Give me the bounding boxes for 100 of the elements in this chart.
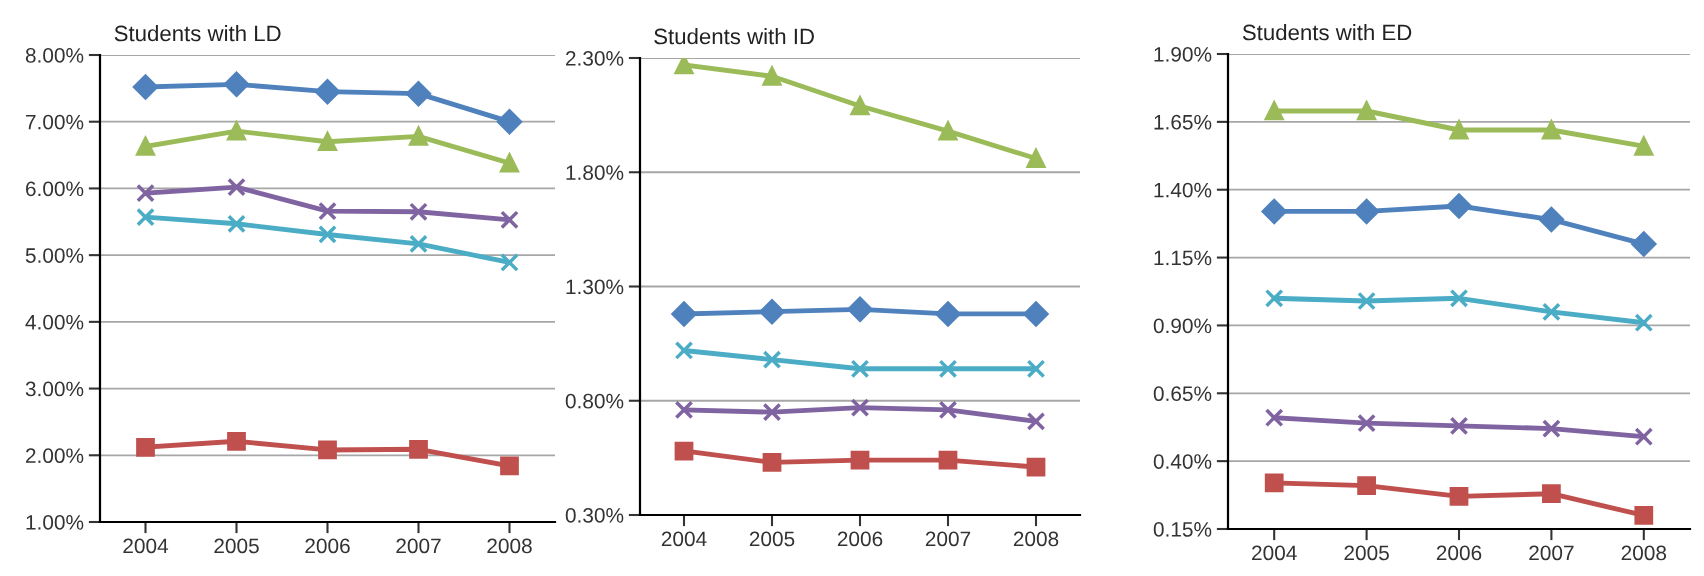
point (1026, 149, 1046, 168)
point (762, 402, 782, 422)
point (674, 441, 694, 461)
point (227, 431, 246, 451)
point (1449, 487, 1469, 506)
y-tick-label: 1.30% (566, 279, 624, 295)
y-tick-label: 1.00% (26, 515, 84, 530)
point (1542, 302, 1561, 322)
point (1026, 457, 1046, 477)
point (1449, 416, 1469, 436)
point (1542, 419, 1561, 438)
point (847, 296, 873, 322)
point (1264, 473, 1284, 493)
y-tick-label: 1.65% (1154, 114, 1212, 130)
point (938, 400, 958, 420)
point (318, 225, 337, 244)
point (409, 127, 428, 146)
y-tick-label: 3.00% (25, 381, 84, 397)
point (1634, 136, 1654, 156)
y-tick-label: 2.30% (566, 51, 624, 66)
point (674, 341, 694, 360)
point (223, 71, 250, 97)
point (499, 151, 520, 173)
x-tick-label: 2005 (749, 531, 795, 547)
y-tick-label: 4.00% (25, 314, 84, 330)
point (496, 109, 523, 135)
y-tick-label: 1.80% (566, 165, 624, 180)
point (500, 456, 519, 476)
point (671, 301, 697, 327)
x-tick-label: 2008 (1621, 545, 1667, 561)
y-tick-label: 8.00% (25, 48, 84, 63)
point (1023, 301, 1049, 327)
point (409, 202, 428, 222)
point (500, 253, 519, 272)
point (318, 132, 337, 152)
point (850, 359, 870, 379)
point (318, 440, 337, 460)
point (849, 94, 871, 116)
point (674, 58, 694, 75)
point (1354, 198, 1380, 224)
point (1634, 427, 1654, 447)
point (762, 66, 782, 86)
point (1446, 193, 1472, 219)
x-tick-label: 2004 (661, 531, 707, 547)
y-tick-label: 1.40% (1154, 182, 1212, 198)
point (1357, 413, 1376, 433)
x-tick-label: 2005 (214, 538, 259, 554)
x-tick-label: 2007 (1529, 545, 1574, 561)
point (1541, 118, 1562, 140)
point (1542, 484, 1561, 504)
x-tick-label: 2007 (396, 538, 441, 554)
point (937, 119, 959, 141)
x-tick-label: 2004 (1252, 545, 1297, 561)
point (405, 81, 432, 107)
x-tick-label: 2006 (1436, 545, 1482, 561)
point (314, 79, 341, 105)
point (935, 301, 961, 327)
y-tick-label: 0.65% (1153, 386, 1212, 402)
x-tick-label: 2008 (487, 538, 532, 554)
point (938, 359, 958, 379)
point (136, 437, 155, 457)
point (674, 400, 694, 420)
point (1634, 506, 1654, 525)
chart-title: Students with ED (1242, 24, 1412, 41)
point (1357, 291, 1376, 311)
chart-title: Students with ID (654, 28, 814, 45)
point (762, 350, 782, 369)
y-tick-label: 1.90% (1154, 47, 1212, 62)
point (1026, 411, 1046, 431)
point (136, 137, 155, 156)
x-tick-label: 2007 (925, 531, 971, 547)
x-tick-label: 2006 (305, 538, 350, 554)
point (1263, 99, 1285, 121)
y-tick-label: 1.15% (1154, 250, 1212, 266)
x-tick-label: 2008 (1013, 531, 1059, 547)
point (136, 207, 155, 227)
point (409, 439, 428, 459)
y-tick-label: 6.00% (26, 181, 84, 197)
point (759, 299, 785, 325)
point (1538, 207, 1564, 233)
point (226, 119, 247, 141)
point (938, 450, 958, 470)
point (318, 201, 337, 221)
y-tick-label: 5.00% (25, 248, 84, 263)
point (1356, 99, 1377, 121)
point (1264, 288, 1284, 308)
point (1261, 198, 1287, 224)
y-tick-label: 0.15% (1153, 522, 1212, 537)
point (1449, 288, 1469, 308)
point (227, 214, 246, 234)
point (132, 74, 159, 100)
y-tick-label: 7.00% (26, 114, 84, 130)
point (227, 177, 246, 197)
point (1357, 476, 1376, 495)
point (1264, 408, 1284, 428)
y-tick-label: 0.40% (1153, 454, 1212, 469)
y-tick-label: 0.80% (565, 393, 624, 409)
chart-title: Students with LD (114, 25, 281, 42)
x-tick-label: 2006 (837, 531, 883, 547)
point (850, 398, 870, 417)
